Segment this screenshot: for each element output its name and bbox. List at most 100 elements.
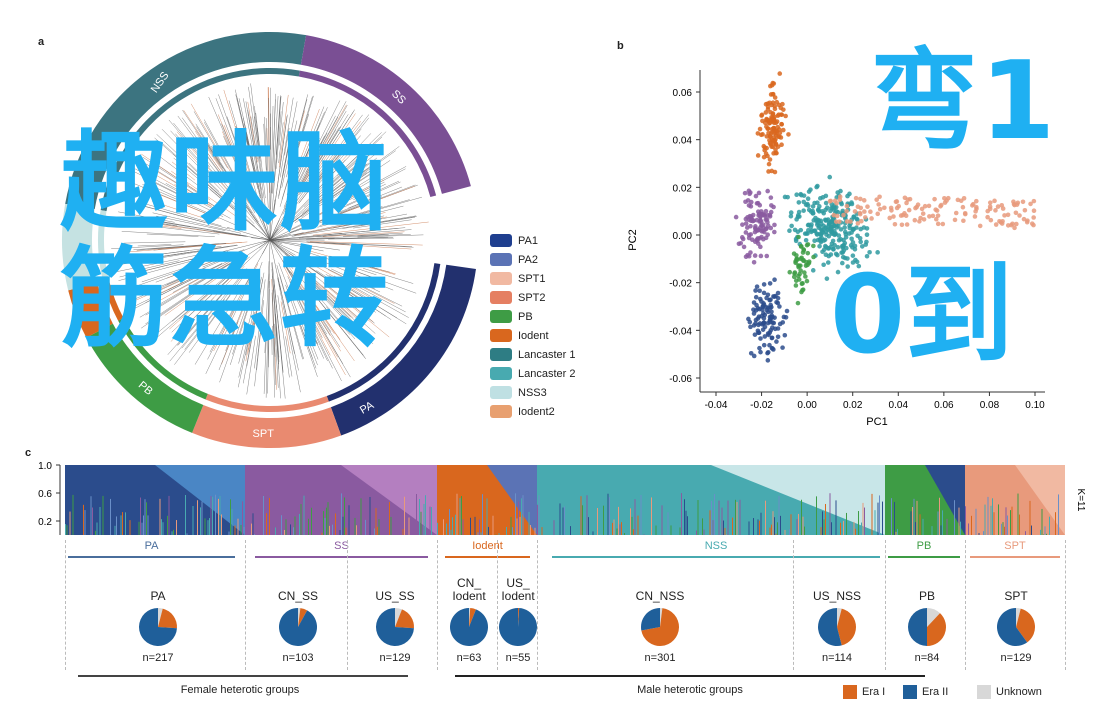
structure-bar [624, 533, 625, 535]
tree-branch [269, 239, 294, 269]
tree-branch [140, 202, 222, 227]
scatter-point-ss [763, 208, 769, 214]
scatter-point-spt [993, 222, 999, 227]
tree-branch [202, 239, 271, 268]
structure-bar [339, 530, 341, 535]
structure-bar [790, 514, 792, 535]
scatter-point-spt [877, 206, 883, 212]
structure-bar [263, 495, 264, 535]
structure-bar [269, 497, 270, 535]
divider [245, 540, 246, 670]
tree-branch [123, 241, 186, 244]
pie-slice [641, 608, 660, 631]
scatter-point-iodent [767, 157, 773, 162]
tree-branch [269, 239, 283, 245]
scatter-point-spt [1011, 199, 1016, 205]
tree-branch [269, 239, 350, 245]
tree-branch [120, 250, 190, 260]
scatter-point-spt [1031, 198, 1037, 204]
scatter-point-pa [775, 326, 781, 331]
scatter-point-spt [935, 221, 941, 227]
scatter-point-spt [1002, 213, 1007, 218]
structure-block [711, 465, 885, 535]
scatter-point-iodent [774, 130, 779, 136]
structure-bar [640, 495, 642, 535]
tree-branch [157, 154, 203, 189]
pie-count: n=129 [1000, 652, 1032, 664]
tree-branch [301, 271, 371, 340]
structure-bar [681, 493, 682, 535]
tree-branch [284, 128, 290, 156]
structure-bar [335, 513, 336, 535]
tree-branch [312, 221, 429, 236]
structure-bar [110, 498, 111, 535]
scatter-point-pa [768, 297, 773, 302]
structure-bar [144, 499, 146, 535]
tree-branch [266, 128, 268, 149]
tree-branch [235, 94, 259, 189]
group-label: Iodent [472, 540, 503, 552]
tree-branch [333, 172, 380, 202]
ring-segment [62, 203, 98, 291]
tree-legend: PA1 PA2 SPT1 SPT2 PB Iodent Lancaster 1 Lancast… [490, 231, 575, 421]
pie-slice [279, 608, 317, 646]
scatter-point-nss [831, 223, 837, 229]
structure-bar [907, 526, 909, 535]
tree-branch [269, 173, 316, 241]
scatter-point-nss [810, 208, 815, 214]
scatter-point-pb [805, 242, 811, 247]
scatter-point-spt [985, 214, 990, 220]
structure-bar [161, 519, 162, 535]
structure-bar [153, 493, 155, 535]
structure-bar [141, 522, 143, 535]
scatter-point-pb [805, 250, 811, 256]
structure-bar [958, 507, 960, 535]
tree-branch [294, 133, 372, 215]
scatter-point-spt [973, 209, 978, 214]
scatter-point-spt [853, 195, 859, 201]
tree-branch [269, 239, 309, 258]
structure-bar [984, 504, 986, 535]
scatter-point-nss [805, 203, 811, 208]
structure-bar [285, 519, 287, 535]
structure-bar [1005, 507, 1007, 535]
tree-branch [153, 292, 195, 321]
scatter-point-pb [791, 274, 797, 280]
structure-bar [530, 525, 531, 535]
tree-branch [329, 275, 375, 303]
structure-bar [102, 495, 104, 535]
scatter-point-spt [962, 210, 968, 216]
tree-branch [310, 241, 423, 246]
tree-branch [310, 287, 356, 340]
structure-bar [549, 495, 550, 535]
tree-branch [226, 227, 271, 241]
structure-bar [931, 526, 933, 535]
structure-bar [748, 521, 750, 535]
tree-branch [310, 328, 319, 345]
scatter-point-pa [777, 321, 783, 327]
structure-bar [541, 527, 543, 535]
structure-bar [877, 502, 879, 535]
scatter-point-pa [774, 299, 779, 305]
legend-swatch [490, 405, 512, 418]
structure-bar [843, 520, 844, 535]
tree-branch [161, 129, 255, 224]
tree-branch [288, 163, 368, 226]
structure-bar [661, 505, 663, 535]
structure-bar [299, 513, 300, 535]
legend-swatch [490, 234, 512, 247]
scatter-point-spt [953, 210, 959, 216]
scatter-point-nss [839, 201, 844, 207]
x-tick-label: 0.04 [889, 400, 909, 411]
pie-slice [469, 608, 471, 627]
tree-branch [177, 294, 223, 346]
structure-bar [143, 515, 144, 535]
tree-branch [298, 138, 331, 193]
group-label: PB [916, 540, 932, 552]
tree-branch [176, 286, 229, 346]
structure-bar [690, 525, 691, 535]
tree-branch [121, 231, 215, 237]
structure-bar [703, 529, 705, 535]
scatter-point-spt [876, 202, 881, 207]
tree-branch [169, 291, 213, 330]
